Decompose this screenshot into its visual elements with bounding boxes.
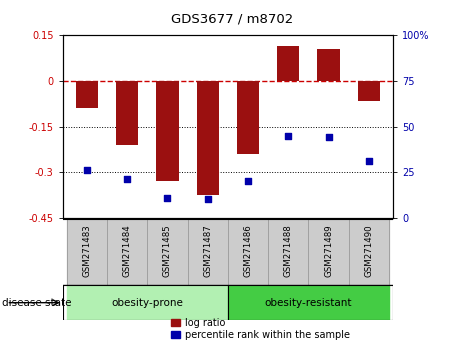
Point <box>204 196 212 202</box>
Point <box>124 177 131 182</box>
Bar <box>237 81 259 154</box>
Bar <box>67 285 228 320</box>
Text: GSM271486: GSM271486 <box>244 225 252 278</box>
Text: GSM271490: GSM271490 <box>364 225 373 277</box>
Bar <box>156 81 179 181</box>
Point <box>365 158 372 164</box>
Text: GSM271489: GSM271489 <box>324 225 333 277</box>
Text: GSM271484: GSM271484 <box>123 225 132 278</box>
Legend: log ratio, percentile rank within the sample: log ratio, percentile rank within the sa… <box>171 318 350 340</box>
Bar <box>318 49 339 81</box>
Bar <box>116 81 138 145</box>
Bar <box>308 219 349 285</box>
Bar <box>228 285 389 320</box>
Bar <box>358 81 380 101</box>
Point <box>164 195 171 200</box>
Bar <box>349 219 389 285</box>
Bar <box>268 219 308 285</box>
Bar <box>67 219 107 285</box>
Point <box>244 178 252 184</box>
Text: disease state: disease state <box>2 298 72 308</box>
Text: GSM271488: GSM271488 <box>284 225 293 278</box>
Text: GSM271483: GSM271483 <box>82 225 92 278</box>
Bar <box>76 81 98 108</box>
Bar <box>187 219 228 285</box>
Text: GDS3677 / m8702: GDS3677 / m8702 <box>172 12 293 25</box>
Bar <box>228 219 268 285</box>
Bar <box>197 81 219 195</box>
Bar <box>147 219 187 285</box>
Point <box>285 133 292 138</box>
Text: obesity-resistant: obesity-resistant <box>265 298 352 308</box>
Text: GSM271487: GSM271487 <box>203 225 212 278</box>
Point <box>325 135 332 140</box>
Text: obesity-prone: obesity-prone <box>112 298 183 308</box>
Bar <box>107 219 147 285</box>
Point <box>83 167 91 173</box>
Bar <box>277 46 299 81</box>
Text: GSM271485: GSM271485 <box>163 225 172 278</box>
